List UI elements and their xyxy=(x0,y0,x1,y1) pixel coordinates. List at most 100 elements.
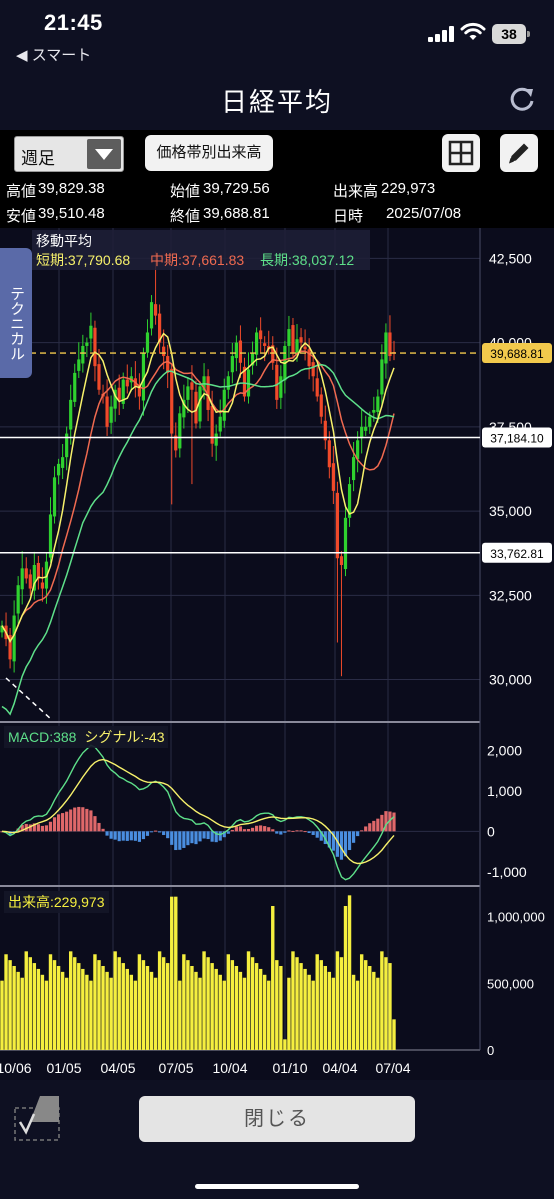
volume-value: 229,973 xyxy=(381,180,436,197)
candle-body xyxy=(69,399,73,430)
candle-body xyxy=(113,389,117,409)
macd-histogram-bar xyxy=(259,825,263,832)
volume-bar xyxy=(77,963,81,1050)
volume-bar xyxy=(271,906,275,1050)
candle-body xyxy=(178,413,182,449)
volume-bar xyxy=(85,974,89,1050)
chart-canvas[interactable]: 42,50040,00037,50035,00032,50030,00039,6… xyxy=(0,228,554,1080)
macd-histogram-bar xyxy=(162,831,166,836)
volume-bar xyxy=(392,1019,396,1050)
volume-bar xyxy=(364,960,368,1050)
volume-bar xyxy=(0,980,4,1050)
title-bar: 日経平均 xyxy=(0,68,554,130)
high-value: 39,829.38 xyxy=(38,180,105,197)
close-label: 終値 xyxy=(170,208,201,225)
back-to-app-link[interactable]: ◀ スマート xyxy=(16,47,92,64)
page-title: 日経平均 xyxy=(220,87,333,117)
macd-histogram-bar xyxy=(222,831,226,838)
candle-body xyxy=(61,457,65,468)
collapse-panel-icon[interactable] xyxy=(14,1092,60,1142)
mid-ma-value: 中期:37,661.83 xyxy=(150,252,245,268)
candle-body xyxy=(331,463,335,491)
volume-bar xyxy=(335,951,340,1050)
period-select[interactable]: 週足 xyxy=(14,136,124,172)
macd-axis-tick: 0 xyxy=(487,823,495,839)
candle-body xyxy=(356,440,360,460)
candle-body xyxy=(372,409,376,413)
volume-by-price-button[interactable]: 価格帯別出来高 xyxy=(145,135,273,171)
volume-bar xyxy=(291,951,295,1050)
price-axis-tick: 32,500 xyxy=(489,587,532,603)
volume-bar xyxy=(319,960,323,1050)
macd-histogram-bar xyxy=(238,826,243,832)
wifi-icon xyxy=(460,22,486,40)
macd-histogram-bar xyxy=(339,831,344,860)
signal-value: シグナル:-43 xyxy=(84,729,165,745)
macd-histogram-bar xyxy=(89,810,93,832)
macd-histogram-bar xyxy=(170,831,174,845)
candle-body xyxy=(360,426,364,439)
volume-bar xyxy=(170,896,174,1050)
refresh-icon[interactable] xyxy=(506,84,538,116)
macd-histogram-bar xyxy=(56,814,61,832)
technical-tab[interactable]: テクニカル xyxy=(0,248,32,378)
candle-body xyxy=(97,364,101,390)
macd-histogram-bar xyxy=(32,823,36,832)
volume-bar xyxy=(12,966,16,1050)
candle-body xyxy=(323,420,327,441)
macd-axis-tick: 2,000 xyxy=(487,742,522,758)
volume-bar xyxy=(60,971,65,1050)
volume-bar xyxy=(73,957,77,1050)
volume-axis-tick: 1,000,000 xyxy=(487,910,545,925)
macd-histogram-bar xyxy=(69,809,73,832)
close-button[interactable]: 閉じる xyxy=(139,1096,415,1142)
macd-histogram-bar xyxy=(351,831,356,843)
date-label: 日時 xyxy=(333,208,364,225)
macd-histogram-bar xyxy=(109,831,113,839)
volume-bar xyxy=(254,963,259,1050)
candle-body xyxy=(230,356,234,373)
drawing-tool-button[interactable] xyxy=(500,134,538,172)
macd-histogram-bar xyxy=(376,818,380,832)
volume-bar xyxy=(388,963,392,1050)
x-axis-tick: 01/05 xyxy=(46,1060,81,1076)
candle-body xyxy=(291,325,295,353)
volume-bar xyxy=(339,957,344,1050)
price-axis-tick: 42,500 xyxy=(489,250,532,266)
layout-grid-button[interactable] xyxy=(442,134,480,172)
volume-bar xyxy=(194,971,198,1050)
x-axis-tick: 07/04 xyxy=(375,1060,410,1076)
volume-bar xyxy=(267,980,271,1050)
volume-bar xyxy=(36,968,41,1050)
volume-bar xyxy=(226,954,231,1050)
candle-body xyxy=(259,330,263,340)
candle-body xyxy=(89,325,93,339)
candle-body xyxy=(52,477,57,517)
candle-body xyxy=(48,514,53,558)
candle-body xyxy=(271,345,275,363)
macd-histogram-bar xyxy=(283,831,287,833)
close-value: 39,688.81 xyxy=(203,205,270,222)
candle-body xyxy=(351,457,356,481)
volume-bar xyxy=(368,966,372,1050)
candle-body xyxy=(319,394,323,417)
macd-histogram-bar xyxy=(129,831,133,841)
macd-histogram-bar xyxy=(384,811,388,832)
price-axis-tick: 30,000 xyxy=(489,672,532,688)
macd-axis-tick: -1,000 xyxy=(487,864,527,880)
stock-chart[interactable]: 42,500 40,000 37,500 35,000 32,500 30,000 39,6… xyxy=(0,228,554,1080)
macd-histogram-bar xyxy=(275,831,279,834)
volume-bar xyxy=(64,977,69,1050)
macd-histogram-bar xyxy=(307,831,311,833)
candle-body xyxy=(182,399,186,418)
macd-histogram-bar xyxy=(242,829,247,832)
volume-bar xyxy=(311,980,315,1050)
short-ma-value: 短期:37,790.68 xyxy=(36,252,131,268)
candle-body xyxy=(190,382,194,390)
volume-bar xyxy=(206,957,210,1050)
candle-body xyxy=(343,517,348,570)
macd-histogram-bar xyxy=(149,831,154,833)
candle-body xyxy=(347,484,352,518)
candle-body xyxy=(311,362,315,377)
volume-bar xyxy=(355,980,360,1050)
